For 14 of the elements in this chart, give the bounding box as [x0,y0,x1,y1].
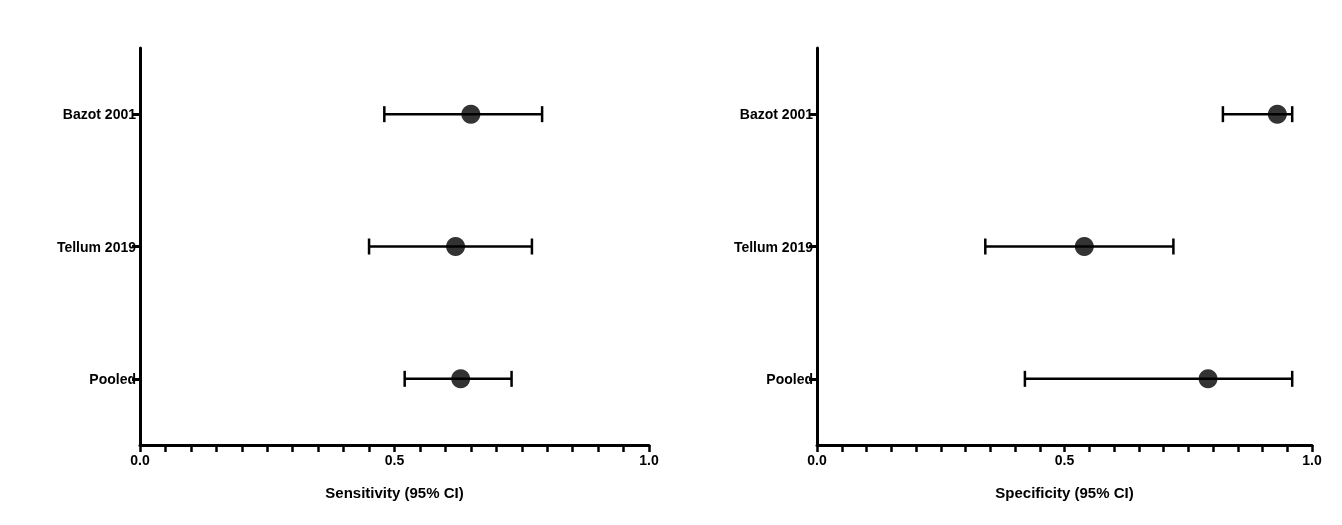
y-tick-label: Tellum 2019 [56,238,137,255]
y-tick-label: Tellum 2019 [733,238,814,255]
y-tick-label: Bazot 2001 [62,106,137,123]
x-tick-label: 0.0 [130,452,150,468]
y-tick-label: Bazot 2001 [739,106,814,123]
y-tick-label: Pooled [89,370,136,387]
y-tick-label: Pooled [766,370,813,387]
x-tick-label: 0.0 [807,452,827,468]
x-axis-title: Sensitivity (95% CI) [325,484,464,501]
x-axis-title: Specificity (95% CI) [995,484,1134,501]
x-tick-label: 0.5 [384,452,405,468]
x-tick-label: 1.0 [639,452,659,468]
x-tick-label: 1.0 [1302,452,1322,468]
x-tick-label: 0.5 [1054,452,1075,468]
